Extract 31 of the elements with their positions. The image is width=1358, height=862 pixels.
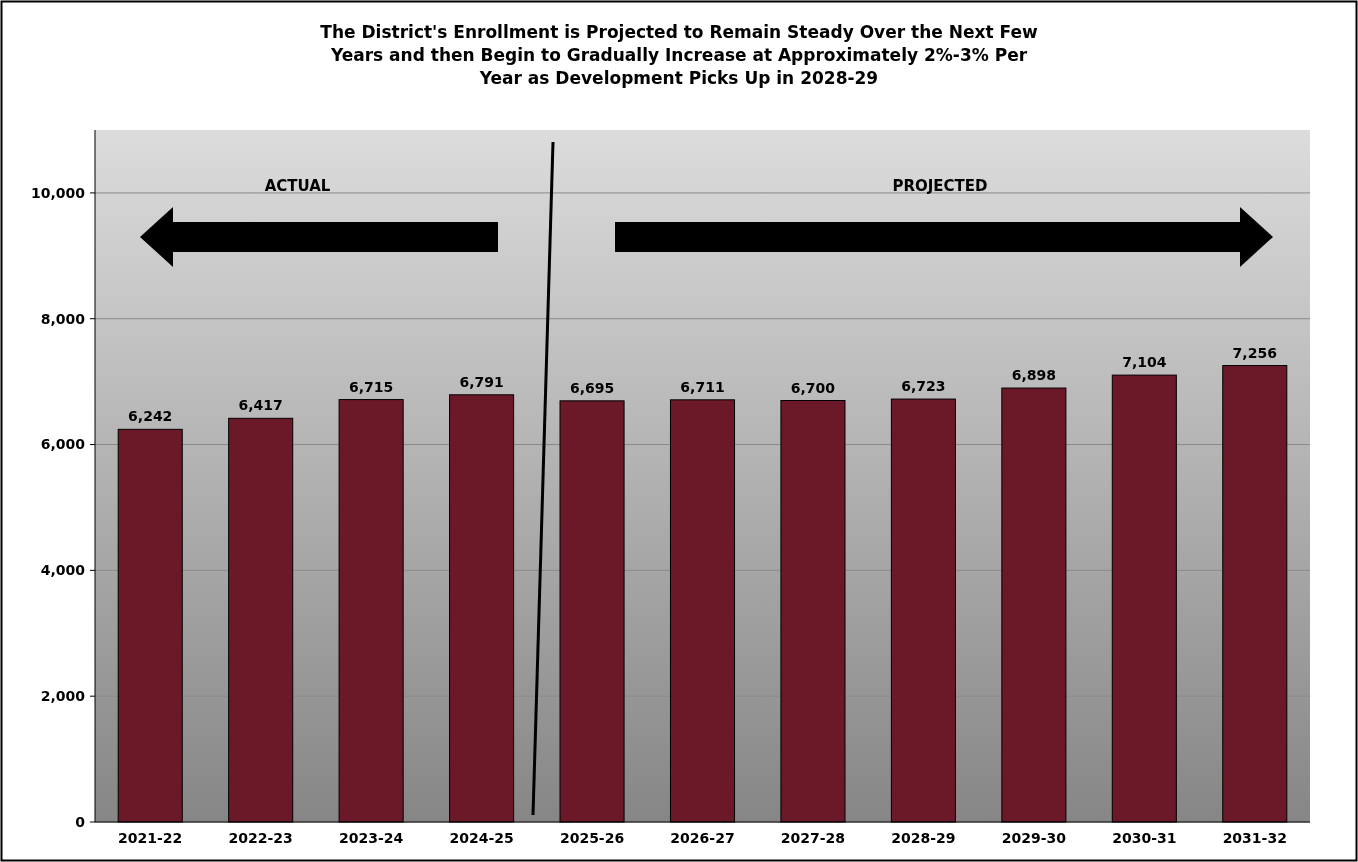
- data-label: 6,242: [128, 408, 173, 425]
- data-label: 6,791: [459, 373, 504, 390]
- x-tick-label: 2025-26: [559, 830, 625, 846]
- x-tick-label: 2026-27: [670, 830, 735, 846]
- annotation: PROJECTED: [892, 176, 988, 195]
- y-tick-label: 2,000: [40, 688, 86, 705]
- x-tick-label: 2031-32: [1222, 830, 1287, 846]
- data-label: 6,711: [680, 378, 725, 395]
- annotation: ACTUAL: [264, 176, 331, 195]
- x-tick-label: 2022-23: [228, 830, 293, 846]
- data-label: 6,898: [1011, 367, 1057, 384]
- data-label: 6,715: [348, 378, 394, 395]
- y-tick-label: 8,000: [40, 310, 86, 327]
- x-tick-label: 2028-29: [891, 830, 956, 846]
- y-tick-label: 10,000: [30, 184, 86, 201]
- data-label: 6,723: [901, 378, 946, 395]
- x-tick-label: 2029-30: [1001, 830, 1067, 846]
- chart-title: The District's Enrollment is Projected to Remain Steady Over the Next Few Years and then Begin to Gradually Increase at Approximately 2%-3% Per Year as Development Picks Up in 2028-29: [320, 22, 1038, 88]
- data-label: 6,695: [569, 379, 615, 396]
- y-tick-label: 4,000: [40, 562, 86, 579]
- data-label: 7,104: [1122, 354, 1167, 371]
- x-tick-label: 2024-25: [449, 830, 514, 846]
- data-label: 6,700: [790, 379, 836, 396]
- y-tick-label: 6,000: [40, 436, 86, 453]
- data-label: 6,417: [238, 397, 283, 414]
- x-tick-label: 2027-28: [780, 830, 846, 846]
- x-tick-label: 2030-31: [1112, 830, 1177, 846]
- y-tick-label: 0: [75, 813, 86, 830]
- data-label: 7,256: [1232, 344, 1277, 361]
- x-tick-label: 2021-22: [118, 830, 183, 846]
- x-tick-label: 2023-24: [339, 830, 404, 846]
